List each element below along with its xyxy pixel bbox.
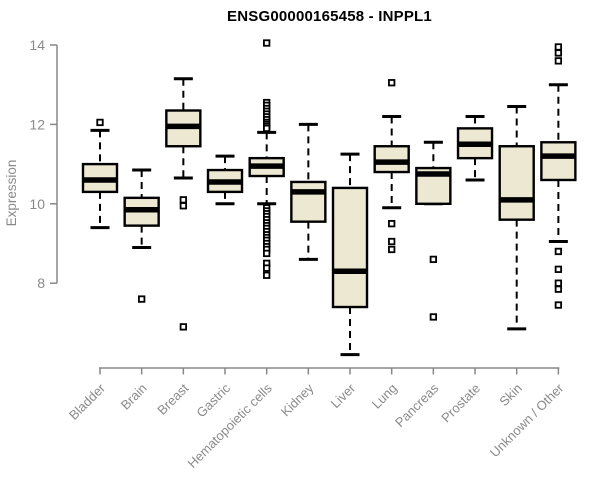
y-tick-label: 14 [29,37,45,53]
x-tick-label-breast: Breast [154,380,191,417]
x-tick-label-gastric: Gastric [193,380,233,420]
outlier-unknown-other [554,265,563,273]
outlier-lung [388,237,396,246]
outlier-lung [388,245,396,254]
box-kidney [290,180,327,223]
outlier-hematopoietic-cells [263,39,271,47]
x-tick-label-prostate: Prostate [438,381,483,426]
outlier-breast [179,323,187,331]
outlier-bladder [96,118,104,127]
chart-title: ENSG00000165458 - INPPL1 [227,8,432,25]
outlier-pancreas [429,313,438,321]
x-tick-label-lung: Lung [369,381,400,412]
outlier-hematopoietic-cells [263,271,271,279]
box-lung [373,145,410,174]
x-tick-label-bladder: Bladder [66,380,109,423]
y-axis-title: Expression [4,159,19,227]
box-skin [498,145,535,221]
y-tick-label: 12 [29,116,45,132]
outlier-unknown-other [554,247,563,256]
outlier-breast [179,202,187,210]
outlier-unknown-other [554,301,563,309]
x-tick-label-liver: Liver [328,380,359,411]
x-tick-label-unknown-other: Unknown / Other [487,380,567,460]
outlier-hematopoietic-cells [263,264,271,272]
y-tick-label: 8 [37,275,45,291]
outlier-unknown-other [554,43,563,51]
outlier-unknown-other [554,49,563,57]
box-liver [331,186,369,309]
outlier-unknown-other [554,285,563,293]
y-tick-label: 10 [29,196,45,212]
outlier-hematopoietic-cells [263,124,271,133]
outlier-unknown-other [554,57,563,65]
x-tick-label-pancreas: Pancreas [392,380,442,430]
x-tick-label-skin: Skin [496,381,524,409]
outlier-pancreas [429,255,438,264]
x-tick-label-kidney: Kidney [278,380,317,419]
outlier-lung [388,219,396,228]
outlier-lung [388,79,396,87]
x-tick-label-brain: Brain [118,381,150,413]
outlier-unknown-other [554,279,563,287]
outlier-brain [138,295,146,303]
box-unknown-other [540,141,577,182]
outlier-breast [179,196,187,204]
outlier-hematopoietic-cells [263,249,271,258]
